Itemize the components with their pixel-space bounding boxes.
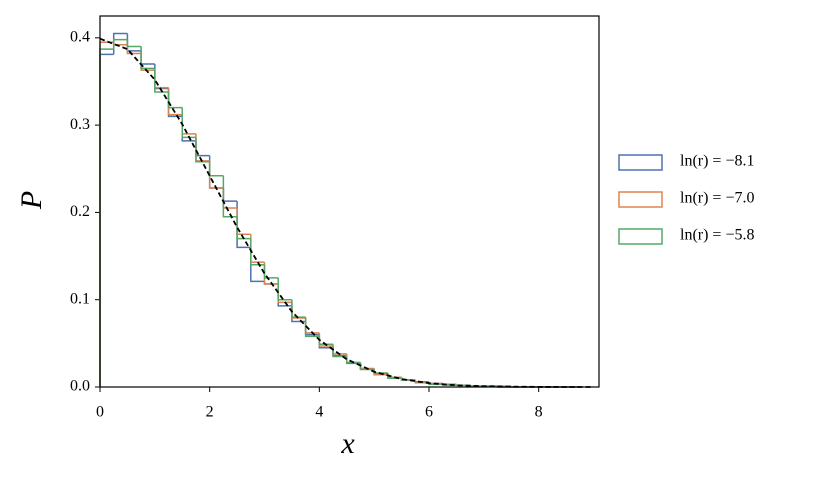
histogram-step (112, 38, 128, 50)
histogram-step (181, 107, 196, 139)
histogram-step (236, 216, 251, 240)
histogram-step (332, 344, 347, 358)
histogram-step (126, 39, 142, 48)
histogram-step (236, 201, 251, 249)
histogram-step (263, 262, 279, 285)
y-axis-label: P (15, 191, 48, 210)
y-tick-label: 0.1 (70, 290, 90, 307)
x-tick-label: 2 (206, 404, 214, 421)
histogram-step (99, 53, 114, 387)
histogram-step (304, 317, 320, 338)
histogram-step (318, 336, 334, 345)
legend-swatch (618, 154, 663, 171)
legend-label: ln(r) = −8.1 (680, 153, 754, 170)
y-tick-label: 0.2 (70, 203, 90, 220)
histogram-step (222, 175, 238, 218)
x-tick-label: 8 (535, 404, 543, 421)
histogram-step (208, 161, 224, 177)
histogram-step (126, 44, 142, 55)
legend-swatch (618, 228, 663, 245)
histogram-step (263, 264, 279, 279)
histogram-step (181, 114, 196, 135)
histogram-step (291, 302, 306, 319)
histogram-step (99, 48, 114, 387)
histogram-step (154, 70, 169, 89)
legend-label: ln(r) = −7.0 (680, 190, 754, 207)
histogram-step (346, 353, 361, 364)
x-tick-label: 4 (315, 404, 323, 421)
histogram-step (277, 277, 292, 301)
histogram-step (140, 50, 155, 65)
histogram-step (250, 234, 265, 263)
legend-label: ln(r) = −5.8 (680, 227, 754, 244)
y-tick-label: 0.0 (70, 378, 90, 395)
histogram-step (208, 155, 224, 189)
histogram-step (250, 238, 265, 266)
histogram-step (154, 68, 169, 93)
legend-swatch (618, 191, 663, 208)
histogram-step (126, 33, 142, 52)
reference-curve (99, 37, 594, 388)
x-axis-label: x (340, 427, 355, 460)
histogram-step (99, 41, 114, 387)
histogram-step (167, 87, 183, 116)
histogram-step (140, 46, 155, 70)
histogram-step (414, 380, 430, 383)
plot-frame (99, 15, 600, 388)
histogram-step (332, 345, 347, 355)
y-tick-label: 0.4 (70, 28, 90, 45)
histogram-step (222, 187, 238, 209)
histogram-step (291, 305, 306, 323)
histogram-step (167, 91, 183, 109)
histogram-step (304, 318, 320, 334)
y-tick-label: 0.3 (70, 116, 90, 133)
histogram-step (195, 137, 210, 163)
histogram-step (373, 369, 388, 374)
x-tick-label: 6 (425, 404, 433, 421)
histogram-step (222, 187, 238, 202)
histogram-step (455, 384, 471, 387)
histogram-step (208, 160, 224, 189)
x-tick-label: 0 (96, 404, 104, 421)
histogram-step (195, 133, 210, 162)
histogram-step (291, 299, 306, 318)
histogram-step (154, 64, 169, 90)
